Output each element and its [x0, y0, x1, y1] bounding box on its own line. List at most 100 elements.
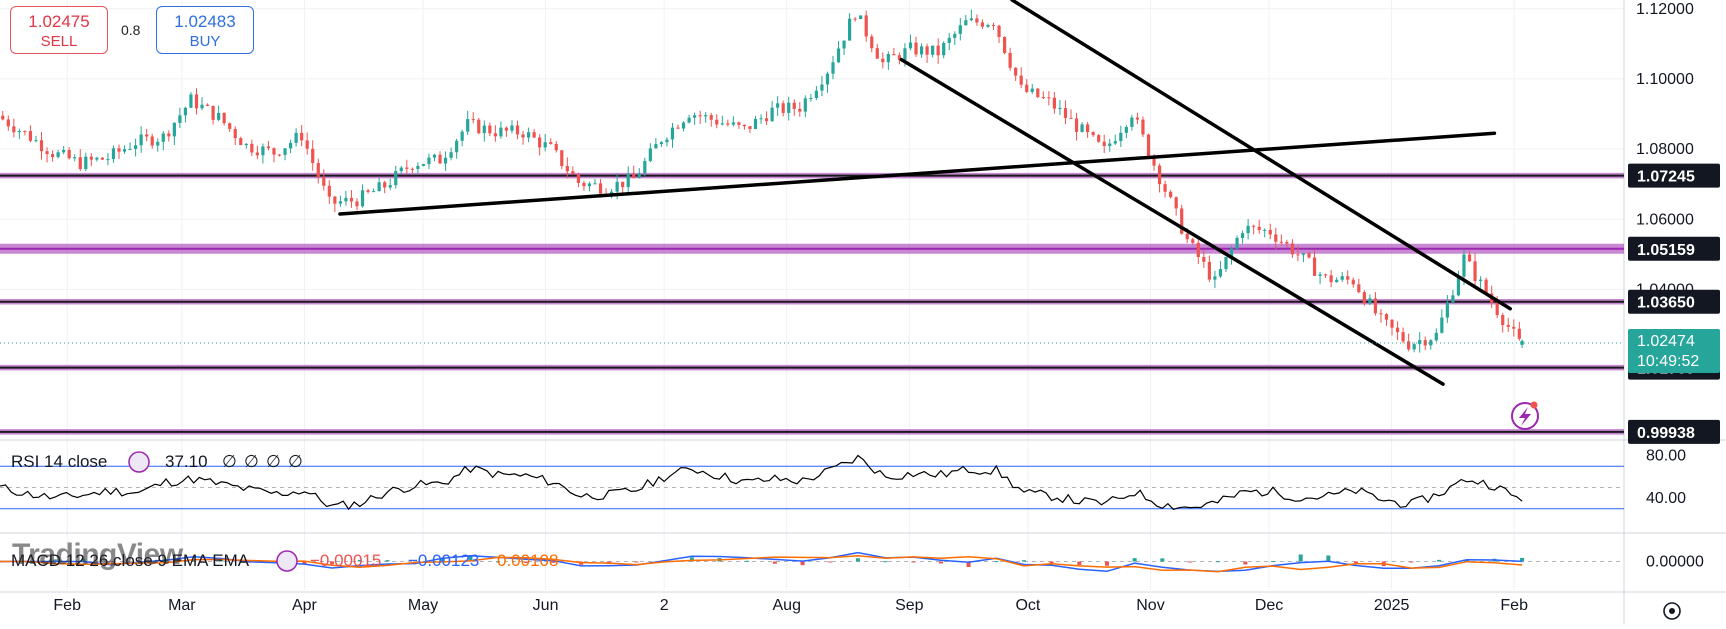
candle-body: [709, 115, 713, 120]
candle-body: [1207, 261, 1211, 280]
candle-body: [587, 183, 592, 187]
candle-body: [1379, 313, 1383, 315]
buy-label: BUY: [189, 33, 221, 50]
candle-body: [62, 149, 66, 153]
time-tick-label: May: [408, 597, 438, 614]
buy-button[interactable]: 1.02483 BUY: [156, 6, 254, 54]
buy-price: 1.02483: [174, 12, 236, 31]
grid-layer: [0, 0, 1624, 590]
macd-histogram-bar: [496, 561, 501, 563]
candle-body: [526, 132, 531, 138]
candle-body: [1501, 315, 1505, 326]
candle-body: [1484, 279, 1488, 294]
candle-body: [1445, 302, 1449, 318]
settings-icon-ring: [128, 451, 150, 473]
candle-body: [1002, 36, 1007, 53]
candle-body: [100, 157, 104, 160]
candle-body: [598, 183, 603, 194]
time-axis[interactable]: Feb Mar Apr May Jun 2 Aug Sep Oct Nov Dec 2025 Feb: [53, 597, 1681, 620]
candle-body: [870, 36, 874, 49]
candle-body: [931, 45, 935, 55]
settings-icon[interactable]: [276, 550, 298, 572]
candle-body: [610, 191, 614, 195]
candles: [1, 9, 1524, 353]
candle-body: [936, 45, 940, 56]
candle-body: [986, 25, 990, 27]
candle-body: [394, 171, 398, 186]
candle-body: [1097, 135, 1101, 142]
time-tick-label: Aug: [773, 597, 801, 614]
candle-body: [377, 182, 381, 192]
candle-body: [1368, 298, 1372, 304]
candle-body: [372, 191, 376, 193]
candle-body: [1335, 279, 1339, 283]
sell-button[interactable]: 1.02475 SELL: [10, 6, 108, 54]
trendline-channel-lower[interactable]: [899, 57, 1445, 386]
gear-icon-ring: [1663, 602, 1681, 620]
candle-body: [1351, 279, 1355, 285]
macd-histogram-bar: [745, 560, 750, 562]
settings-icon[interactable]: [128, 451, 150, 473]
candle-body: [720, 123, 724, 125]
candle-body: [1041, 97, 1045, 99]
candle-body: [1390, 319, 1394, 328]
gear-icon[interactable]: [1663, 602, 1681, 620]
candle-body: [183, 107, 188, 116]
candle-body: [1, 115, 5, 120]
macd-legend-value: 0.00108: [497, 551, 558, 570]
candle-body: [881, 58, 885, 63]
candle-body: [1235, 237, 1239, 249]
macd-histogram-bar: [81, 558, 86, 562]
price-axis[interactable]: 1.100001.080001.060001.040001.120001.072…: [0, 1, 1720, 444]
trendline-channel-upper[interactable]: [1010, 0, 1512, 311]
candle-body: [1296, 254, 1300, 256]
level-price-label[interactable]: 1.03650: [1628, 289, 1720, 314]
horizontal-levels: [0, 172, 1624, 435]
candle-body: [95, 157, 99, 160]
candle-body: [759, 118, 763, 120]
candle-body: [1263, 229, 1267, 231]
candle-body: [1224, 257, 1228, 270]
alert-bolt-icon[interactable]: [1511, 401, 1539, 430]
level-label-text: 1.07245: [1637, 169, 1695, 186]
candle-body: [698, 115, 702, 117]
candle-body: [405, 167, 409, 169]
candle-body: [1257, 226, 1261, 231]
candle-body: [349, 197, 354, 202]
level-price-label[interactable]: 1.07245: [1628, 163, 1720, 188]
candle-body: [438, 154, 442, 164]
candle-body: [842, 40, 846, 49]
rsi-pane: 80.00 40.00: [0, 448, 1686, 511]
trendline-support-rising[interactable]: [338, 131, 1497, 216]
macd-histogram-bar: [689, 557, 694, 562]
candle-body: [78, 157, 82, 170]
candle-body: [1384, 314, 1389, 320]
candle-body: [305, 140, 309, 149]
candle-body: [56, 152, 60, 157]
time-tick-label: Jun: [533, 597, 559, 614]
level-label-bg: [1628, 163, 1720, 188]
candle-body: [836, 48, 841, 63]
candle-body: [1478, 279, 1483, 281]
macd-histogram-bar: [772, 561, 777, 564]
candle-body: [908, 42, 913, 49]
price-tick-label: 1.08000: [1636, 141, 1694, 158]
candle-body: [748, 126, 752, 129]
candle-body: [737, 122, 741, 125]
candle-body: [803, 98, 807, 112]
macd-histogram-bar: [1021, 560, 1026, 562]
candle-body: [1285, 242, 1289, 244]
candle-body: [1329, 275, 1333, 283]
candle-body: [1091, 132, 1095, 136]
level-price-label[interactable]: 0.99938: [1628, 419, 1720, 444]
candle-body: [903, 48, 907, 60]
candle-body: [1520, 340, 1524, 345]
candle-body: [471, 119, 475, 121]
candle-body: [532, 132, 536, 138]
candle-body: [997, 25, 1001, 37]
candle-body: [1246, 225, 1250, 234]
level-price-label[interactable]: 1.05159: [1628, 236, 1720, 261]
rsi-legend-placeholder: ∅: [244, 452, 259, 471]
candle-body: [388, 185, 392, 188]
